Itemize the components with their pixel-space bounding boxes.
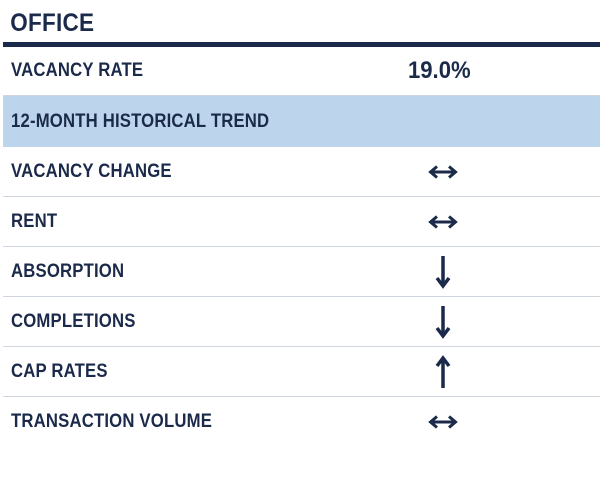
trend-list: VACANCY CHANGE RENT ABSORPTION COMPLETIO… [3,147,600,447]
trend-row-transaction-volume: TRANSACTION VOLUME [3,397,600,447]
trend-label: RENT [11,210,58,232]
trend-label: COMPLETIONS [11,310,136,332]
left-right-arrow-icon [428,407,458,437]
down-arrow-icon [428,255,458,289]
trend-section-title: 12-MONTH HISTORICAL TREND [11,110,270,132]
office-market-panel: OFFICE VACANCY RATE 19.0% 12-MONTH HISTO… [3,0,600,447]
trend-row-cap-rates: CAP RATES [3,347,600,397]
up-arrow-icon [428,354,458,388]
trend-label: VACANCY CHANGE [11,160,172,182]
vacancy-rate-label: VACANCY RATE [11,60,144,81]
trend-section-header: 12-MONTH HISTORICAL TREND [3,96,600,147]
title-rule [3,42,600,47]
down-arrow-icon [428,305,458,339]
trend-row-absorption: ABSORPTION [3,247,600,297]
trend-row-rent: RENT [3,197,600,247]
left-right-arrow-icon [428,157,458,187]
trend-label: TRANSACTION VOLUME [11,411,213,432]
panel-title: OFFICE [10,9,95,37]
trend-label: CAP RATES [11,360,108,382]
left-right-arrow-icon [428,207,458,237]
trend-row-vacancy-change: VACANCY CHANGE [3,147,600,197]
trend-label: ABSORPTION [11,260,125,282]
vacancy-rate-value: 19.0% [408,57,471,84]
trend-row-completions: COMPLETIONS [3,297,600,347]
vacancy-rate-row: VACANCY RATE 19.0% [3,47,600,96]
